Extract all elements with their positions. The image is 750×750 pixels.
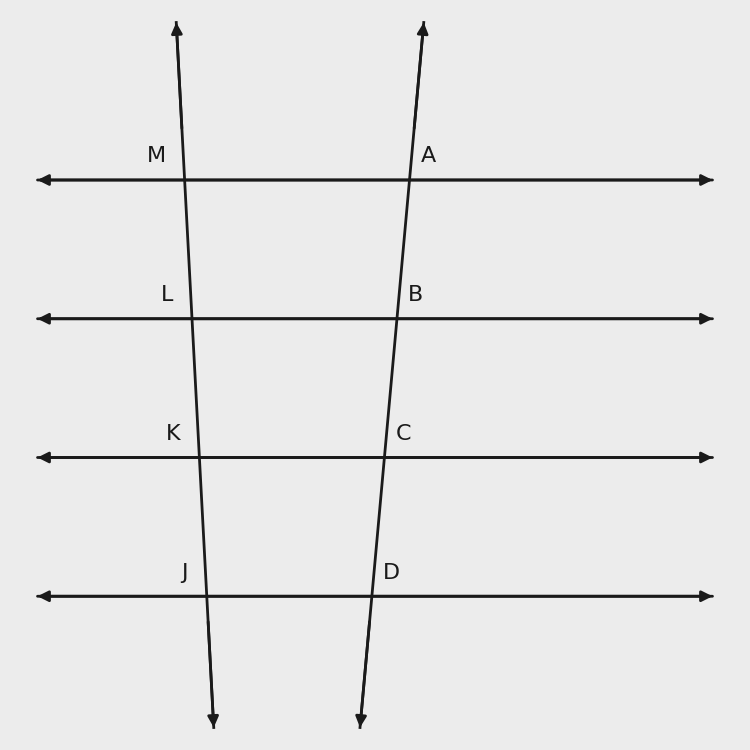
Text: C: C bbox=[396, 424, 411, 444]
Text: J: J bbox=[182, 562, 188, 583]
Text: K: K bbox=[166, 424, 181, 444]
Text: B: B bbox=[408, 285, 424, 305]
Text: M: M bbox=[147, 146, 166, 166]
Text: L: L bbox=[161, 285, 173, 305]
Text: A: A bbox=[421, 146, 436, 166]
Text: D: D bbox=[383, 562, 400, 583]
